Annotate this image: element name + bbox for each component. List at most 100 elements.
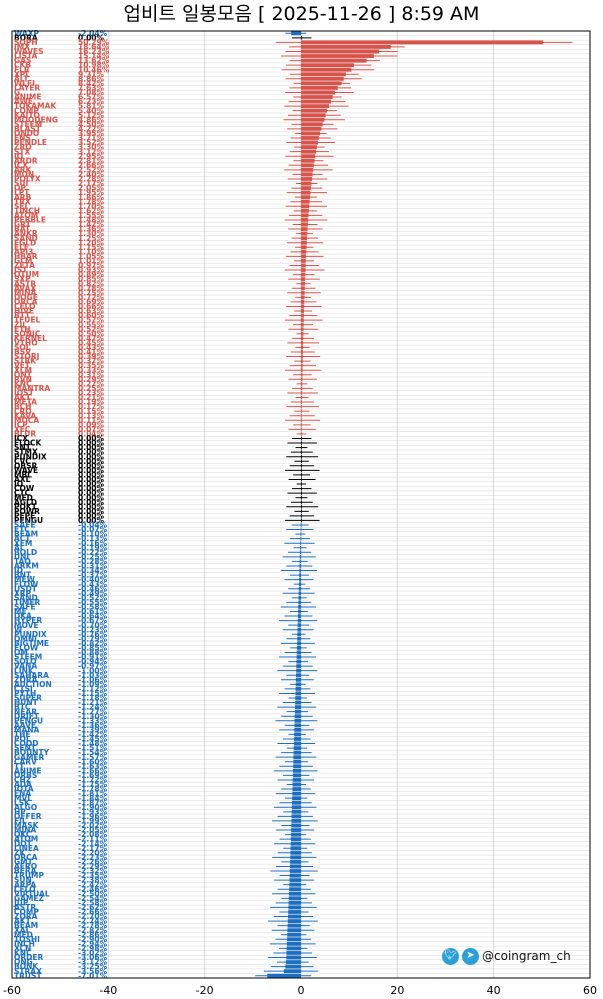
percent-label: 0.50% [78, 329, 105, 338]
percent-label: -2.54% [78, 894, 108, 903]
percent-label: 2.17% [78, 179, 105, 188]
percent-label: 1.42% [78, 220, 105, 229]
ticker-label: SOL [14, 343, 31, 352]
percent-label: 0.35% [78, 361, 105, 370]
bar [296, 655, 301, 659]
percent-label: -0.34% [78, 566, 108, 575]
ticker-label: IMX [14, 43, 30, 52]
bar [292, 796, 301, 801]
ticker-label: STEEM [14, 120, 42, 129]
percent-label: 0.27% [78, 379, 105, 388]
percent-label: 6.23% [78, 97, 105, 106]
bar [301, 113, 326, 118]
ticker-label: PENGU [14, 716, 43, 725]
percent-label: -1.15% [78, 689, 108, 698]
percent-label: -0.10% [78, 530, 108, 539]
percent-label: -1.45% [78, 735, 108, 744]
bar [287, 914, 301, 919]
ticker-label: STRAX [14, 967, 42, 976]
bar [297, 618, 301, 623]
ticker-label: UNI [14, 552, 29, 561]
bar [297, 627, 301, 632]
percent-label: -2.11% [78, 835, 108, 844]
percent-label: -2.82% [78, 926, 108, 935]
ticker-label: COMP [14, 106, 39, 115]
percent-label: -2.32% [78, 867, 108, 876]
ticker-label: DOGE [14, 293, 38, 302]
percent-label: 0.00% [78, 480, 105, 489]
ticker-label: PEBBLE [14, 216, 46, 225]
percent-label: -1.30% [78, 712, 108, 721]
ticker-label: OBSR [14, 461, 37, 470]
bar [301, 227, 308, 231]
ticker-label: IO [14, 480, 23, 489]
percent-label: 2.40% [78, 170, 105, 179]
bar [301, 422, 302, 427]
percent-label: -1.33% [78, 716, 108, 725]
percent-label: -2.98% [78, 944, 108, 953]
percent-label: -1.87% [78, 798, 108, 807]
ticker-label: VET [14, 361, 31, 370]
ticker-label: KAVA [14, 411, 36, 420]
ticker-label: FLOCK [14, 439, 43, 448]
bar [301, 99, 332, 104]
twitter-bird-icon[interactable]: 🐦︎ [442, 947, 459, 965]
bar [301, 340, 304, 345]
ticker-label: ZORA [14, 675, 38, 684]
percent-label: -1.69% [78, 771, 108, 780]
ticker-label: GAS [14, 56, 31, 65]
ticker-label: ARK [14, 165, 33, 174]
ticker-label: XPL [14, 70, 30, 79]
percent-label: -1.66% [78, 766, 108, 775]
percent-label: 0.39% [78, 352, 105, 361]
x-tick-label: 20 [390, 984, 404, 997]
bar [301, 322, 304, 327]
percent-label: 18.64% [78, 43, 110, 52]
bar [291, 819, 301, 823]
bar [301, 126, 322, 131]
bar [301, 504, 302, 509]
ticker-label: BEAM [14, 921, 38, 930]
ticker-label: MANTRA [14, 384, 50, 393]
percent-label: 0.97% [78, 261, 105, 270]
percent-label: -0.25% [78, 552, 108, 561]
percent-label: 0.00% [78, 452, 105, 461]
bar [291, 823, 301, 828]
bar [301, 463, 302, 468]
percent-label: 3.95% [78, 129, 105, 138]
ticker-label: SAFE [14, 521, 35, 530]
ticker-label: BORA [14, 33, 38, 42]
bar [294, 737, 301, 741]
bar [287, 932, 301, 937]
percent-label: -2.86% [78, 930, 108, 939]
bar [301, 163, 314, 168]
bar [291, 800, 301, 805]
bar [301, 104, 329, 109]
bar [301, 277, 306, 282]
bar [289, 869, 301, 873]
bar [297, 636, 301, 641]
bar [301, 263, 306, 268]
percent-label: 3.30% [78, 143, 105, 152]
credit-handle: @coingram_ch [482, 949, 571, 963]
percent-label: 3.52% [78, 138, 105, 147]
bar [292, 787, 301, 791]
telegram-plane-icon[interactable]: ➤ [462, 947, 479, 965]
x-tick-label: -20 [196, 984, 214, 997]
ticker-label: TT [14, 762, 25, 771]
percent-label: -3.12% [78, 958, 108, 967]
ticker-label: AGLD [14, 498, 37, 507]
percent-label: -0.82% [78, 639, 108, 648]
percent-label: -0.04% [78, 521, 108, 530]
ticker-label: VIRTUAL [14, 889, 50, 898]
percent-label: 0.78% [78, 284, 105, 293]
ticker-label: AVAX [14, 284, 36, 293]
percent-label: -2.50% [78, 889, 108, 898]
ticker-label: LINEA [14, 844, 39, 853]
ticker-label: ZETA [14, 261, 35, 270]
bar [298, 605, 301, 609]
bar [301, 136, 319, 140]
ticker-label: PUNDIX [14, 630, 47, 639]
ticker-label: MVL [14, 794, 32, 803]
ticker-label: MANA [14, 725, 40, 734]
